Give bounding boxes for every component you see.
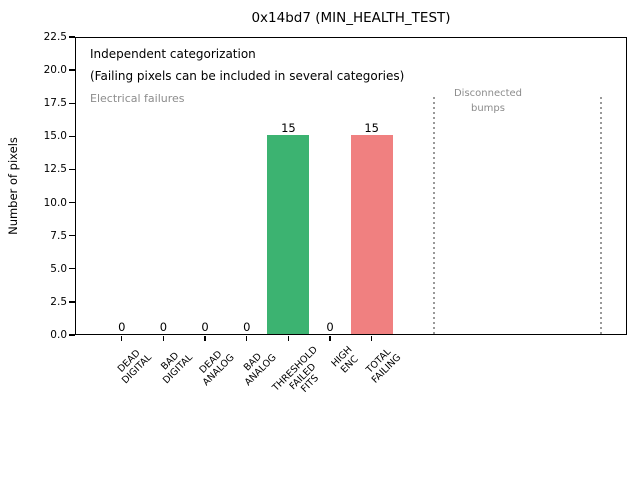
y-tick-label: 10.0 <box>43 196 67 209</box>
y-tick-mark <box>69 168 75 171</box>
bar-value-label: 15 <box>364 121 379 136</box>
y-tick-label: 5.0 <box>50 262 67 275</box>
y-tick-mark <box>69 234 75 237</box>
x-tick-mark <box>204 336 206 341</box>
separator-line <box>599 96 602 335</box>
annotation-failing-pixels-note: (Failing pixels can be included in sever… <box>90 69 405 83</box>
y-tick-mark <box>69 36 75 38</box>
y-tick-label: 15.0 <box>43 130 67 143</box>
y-tick-mark <box>69 135 75 138</box>
x-tick-label: DEAD DIGITAL <box>113 345 154 386</box>
y-tick-label: 7.5 <box>50 229 67 242</box>
y-tick-label: 22.5 <box>43 31 67 43</box>
x-tick-mark <box>371 336 373 341</box>
y-tick-mark <box>69 268 75 270</box>
y-tick-label: 12.5 <box>43 163 67 176</box>
x-tick-label: DEAD ANALOG <box>194 345 237 388</box>
y-tick-mark <box>69 102 75 104</box>
bar <box>350 135 393 334</box>
bar-value-label: 15 <box>281 121 296 136</box>
x-tick-label: BAD DIGITAL <box>154 345 195 386</box>
x-tick-mark <box>329 336 331 341</box>
annotation-independent-categorization: Independent categorization <box>90 47 256 61</box>
x-tick-mark <box>121 336 123 341</box>
x-tick-label: BAD ANALOG <box>236 345 279 388</box>
x-tick-label: HIGH ENC <box>329 344 362 377</box>
y-axis-title: Number of pixels <box>6 137 20 235</box>
x-tick-mark <box>246 336 248 341</box>
y-tick-mark <box>69 201 75 204</box>
y-tick-label: 0.0 <box>50 329 67 341</box>
bar-value-label: 0 <box>243 320 251 334</box>
annotation-electrical-failures: Electrical failures <box>90 92 185 105</box>
x-tick-mark <box>287 336 290 341</box>
bar-value-label: 0 <box>118 320 126 334</box>
separator-line <box>433 96 436 335</box>
y-tick-label: 20.0 <box>43 64 67 77</box>
bar-value-label: 0 <box>201 320 209 334</box>
y-tick-mark <box>69 334 75 336</box>
bar-value-label: 0 <box>159 320 168 334</box>
x-tick-label: THRESHOLD FAILED FITS <box>270 344 335 409</box>
bar <box>267 135 310 334</box>
y-tick-label: 17.5 <box>43 97 67 110</box>
x-tick-mark <box>162 336 165 341</box>
chart-title: 0x14bd7 (MIN_HEALTH_TEST) <box>251 10 451 26</box>
y-tick-mark <box>69 69 75 71</box>
annotation-disconnected-bumps: Disconnected bumps <box>453 88 523 114</box>
bar-value-label: 0 <box>326 320 334 334</box>
y-tick-label: 2.5 <box>50 295 67 308</box>
x-tick-label: TOTAL FAILING <box>363 345 404 386</box>
y-tick-mark <box>69 301 75 303</box>
